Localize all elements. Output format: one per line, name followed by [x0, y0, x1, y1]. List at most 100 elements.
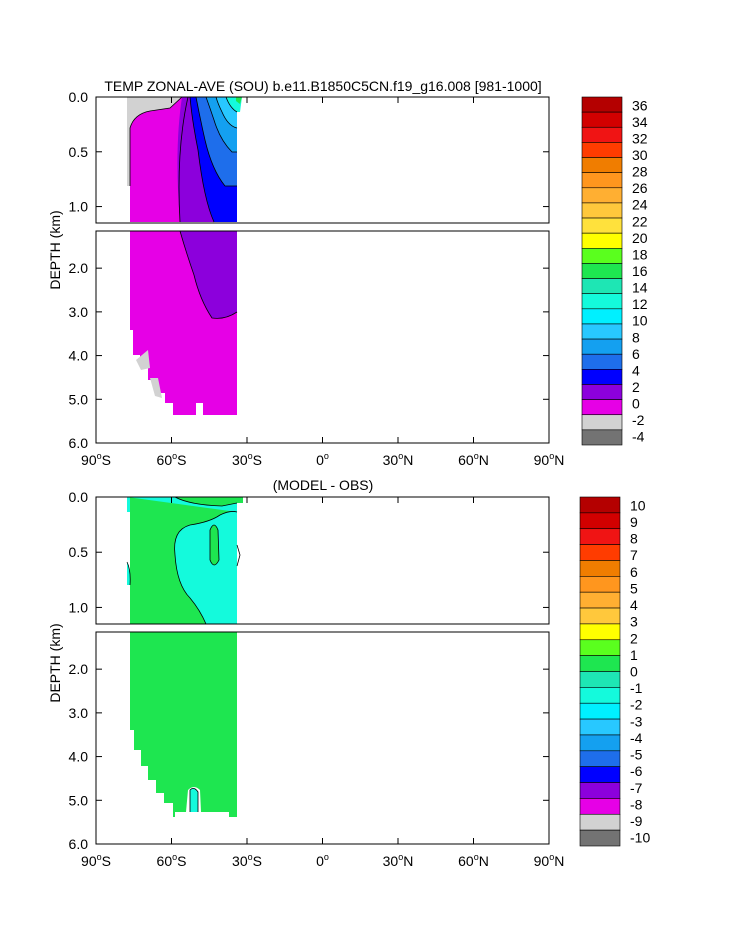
colorbar-swatch: [581, 308, 623, 325]
y-tick-label: 4.0: [69, 749, 89, 765]
colorbar-swatch: [581, 248, 623, 264]
colorbar-swatch: [581, 172, 623, 189]
bottom-contour-0-e: [189, 788, 199, 812]
y-tick-label: 3.0: [69, 705, 89, 721]
bottom-field-surface-strip: [127, 497, 130, 512]
top-contour-6: [195, 96, 237, 187]
x-tick-label: 60oN: [458, 852, 489, 869]
x-tick-label: 0o: [316, 451, 329, 468]
colorbar-label: -2: [632, 412, 645, 428]
top-lower-fields: [130, 231, 237, 415]
colorbar-label: -8: [630, 796, 643, 812]
y-tick-label: 3.0: [69, 304, 89, 320]
x-tick-label: 30oS: [232, 451, 262, 468]
colorbar-label: 36: [632, 97, 648, 113]
bottom-contour-0-c: [209, 524, 220, 566]
colorbar-swatch: [579, 544, 621, 561]
colorbar-label: -4: [632, 429, 645, 445]
x-tick-label: 0o: [316, 852, 329, 869]
y-tick-label: 0.5: [69, 544, 89, 560]
colorbar-swatch: [579, 734, 621, 752]
colorbar-swatch: [581, 429, 623, 446]
x-tick-label: 90oS: [81, 451, 111, 468]
colorbar-swatch: [581, 338, 623, 355]
colorbar-label: 3: [630, 614, 638, 630]
colorbar-label: 24: [632, 197, 648, 213]
colorbar-swatch: [579, 671, 621, 688]
colorbar-swatch: [579, 576, 621, 593]
bottom-y-axis-label: DEPTH (km): [47, 623, 63, 702]
colorbar-swatch: [581, 142, 623, 158]
colorbar-label: 4: [630, 597, 638, 613]
bottom-contour-0-f: [236, 544, 241, 567]
colorbar-swatch: [579, 687, 621, 704]
colorbar-swatch: [581, 369, 623, 385]
top-panel: TEMP ZONAL-AVE (SOU) b.e11.B1850C5CN.f19…: [47, 78, 648, 468]
bottom-contours: [126, 496, 241, 812]
bottom-field-side-bubble: [127, 562, 131, 585]
colorbar-label: -9: [630, 813, 643, 829]
colorbar-label: 10: [630, 497, 646, 513]
colorbar-label: 4: [632, 362, 640, 378]
top-field-16-18: [236, 97, 242, 104]
bottom-upper-fields: [127, 497, 243, 624]
colorbar-swatch: [579, 623, 621, 641]
y-tick-label: 5.0: [69, 792, 89, 808]
bottom-field-deep-neg: [190, 788, 198, 812]
colorbar-swatch: [581, 384, 623, 400]
colorbar-label: 9: [630, 514, 638, 530]
colorbar-label: 0: [630, 664, 638, 680]
bottom-contour-0-a: [174, 496, 238, 507]
colorbar-label: -10: [630, 830, 650, 846]
colorbar-swatch: [579, 560, 621, 577]
colorbar-swatch: [581, 263, 623, 279]
y-tick-label: 2.0: [69, 661, 89, 677]
bottom-chart-title: (MODEL - OBS): [273, 477, 374, 493]
y-tick-label: 0.0: [69, 89, 89, 105]
y-tick-label: 0.5: [69, 144, 89, 160]
bottom-field-0-1-bubble: [210, 525, 219, 565]
x-tick-label: 90oN: [534, 852, 565, 869]
x-tick-label: 30oN: [383, 852, 414, 869]
bottom-field-neg1-0: [127, 497, 237, 624]
top-upper-fields: [127, 97, 242, 222]
y-tick-label: 0.0: [69, 489, 89, 505]
top-contour-8: [205, 96, 237, 153]
colorbar-label: 26: [632, 180, 648, 196]
top-field-0-2: [130, 97, 188, 222]
colorbar-swatch: [581, 399, 623, 416]
bottom-x-ticks: 90oS 60oS 30oS 0o 30oN 60oN 90oN: [81, 497, 564, 869]
colorbar-swatch: [579, 591, 621, 609]
colorbar-swatch: [581, 293, 623, 310]
colorbar-label: 2: [632, 379, 640, 395]
x-tick-label: 60oS: [157, 852, 187, 869]
colorbar-label: 8: [630, 531, 638, 547]
colorbar-label: 5: [630, 580, 638, 596]
x-tick-label: 30oS: [232, 852, 262, 869]
colorbar-swatch: [579, 607, 621, 625]
top-chart-title: TEMP ZONAL-AVE (SOU) b.e11.B1850C5CN.f19…: [104, 78, 541, 94]
colorbar-label: -6: [630, 763, 643, 779]
top-contour-10: [215, 96, 238, 129]
bottom-y-ticks: 0.0 0.5 1.0 2.0 3.0 4.0 5.0 6.0: [69, 489, 549, 852]
colorbar-swatch: [579, 655, 621, 672]
colorbar-label: 20: [632, 230, 648, 246]
colorbar-label: 10: [632, 313, 648, 329]
colorbar-label: 18: [632, 246, 648, 262]
colorbar-swatch: [581, 126, 623, 143]
top-contour-deep-2: [179, 230, 238, 319]
colorbar-swatch: [579, 702, 621, 720]
top-x-ticks: 90oS 60oS 30oS 0o 30oN 60oN 90oN: [81, 97, 564, 468]
colorbar-label: -4: [630, 730, 643, 746]
bottom-lower-fields: [130, 632, 237, 817]
colorbar-label: 22: [632, 213, 648, 229]
colorbar-swatch: [579, 766, 621, 783]
colorbar-swatch: [581, 96, 623, 113]
x-tick-label: 60oS: [157, 451, 187, 468]
colorbar-swatch: [579, 512, 621, 530]
colorbar-label: 32: [632, 130, 648, 146]
top-field-deep-2-4: [180, 231, 237, 319]
x-tick-label: 60oN: [458, 451, 489, 468]
colorbar-label: 12: [632, 296, 648, 312]
